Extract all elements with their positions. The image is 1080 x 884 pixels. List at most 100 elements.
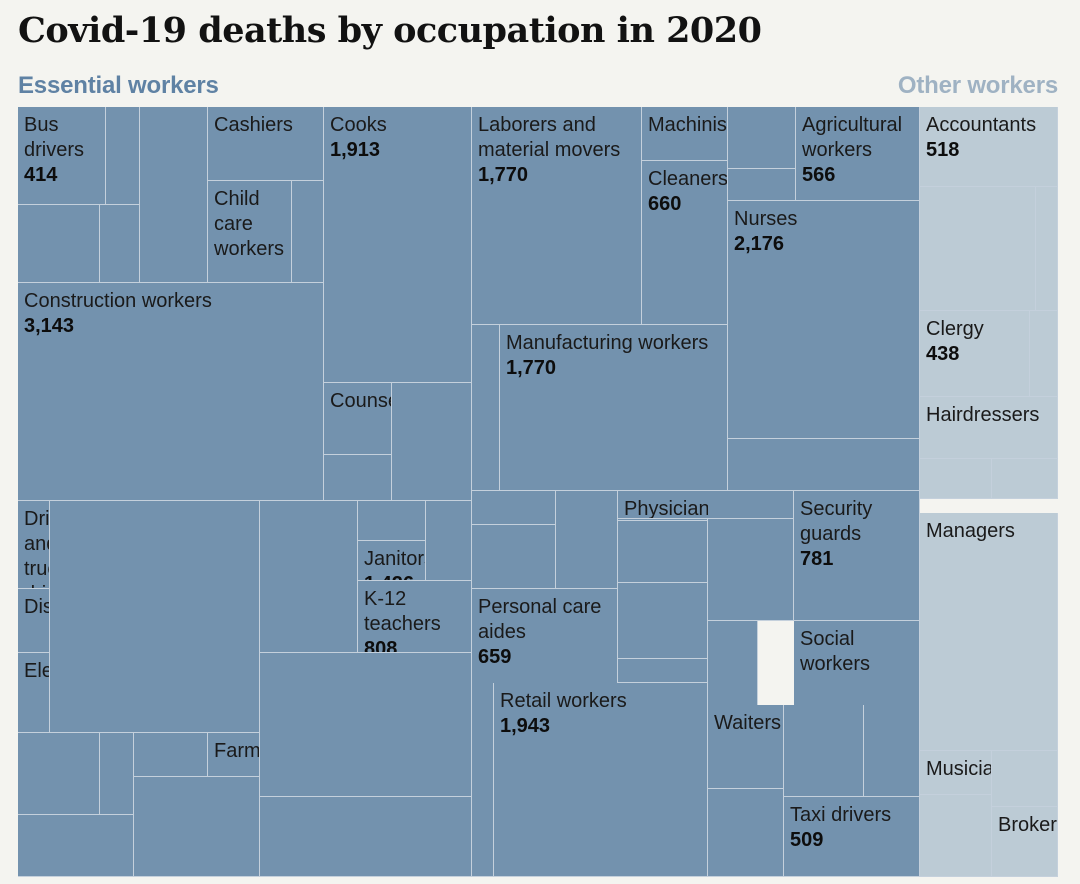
treemap: Bus drivers 414 Cashiers Child care workers… [18, 107, 1058, 877]
tile-unlabeled [140, 107, 208, 283]
tile-unlabeled [292, 181, 324, 283]
tile-brokers: Brokers [992, 807, 1058, 877]
tile-nurses: Nurses 2,176 [728, 201, 920, 439]
tile-label: Cleaners 660 [648, 168, 728, 215]
tile-unlabeled [556, 491, 618, 589]
tile-unlabeled [50, 501, 260, 733]
tile-cashiers: Cashiers [208, 107, 324, 181]
tile-bus-drivers: Bus drivers 414 [18, 107, 106, 205]
tile-electricians: Electricians [18, 653, 50, 733]
tile-musicians: Musicians [920, 751, 992, 795]
tile-clergy: Clergy 438 [920, 311, 1030, 397]
tile-unlabeled [784, 705, 864, 797]
tile-value: 518 [926, 139, 960, 161]
tile-cleaners: Cleaners 660 [642, 161, 728, 325]
tile-construction-workers: Construction workers 3,143 [18, 283, 324, 501]
tile-unlabeled [920, 187, 1036, 311]
tile-unlabeled [708, 789, 784, 877]
tile-unlabeled [472, 491, 556, 525]
tile-unlabeled [618, 583, 708, 659]
tile-unlabeled [728, 107, 796, 169]
tile-unlabeled [992, 751, 1058, 807]
tile-value: 1,770 [506, 357, 557, 379]
tile-unlabeled [134, 777, 260, 877]
tile-label: Musicians [926, 758, 991, 780]
tile-value: 781 [800, 548, 834, 570]
tile-label: Physicians [624, 498, 720, 519]
tile-label: Waiters [714, 712, 782, 734]
tile-unlabeled [920, 795, 992, 877]
tile-label: Janitors1,426 [364, 547, 425, 580]
tile-value: 438 [926, 343, 960, 365]
tile-unlabeled [708, 491, 794, 519]
tile-label: Social workers [800, 628, 871, 675]
tile-unlabeled [100, 733, 134, 815]
legend-other-workers: Other workers [897, 72, 1058, 99]
tile-unlabeled [472, 325, 500, 491]
tile-cooks: Cooks 1,913 [324, 107, 472, 383]
tile-agricultural-workers: Agricultural workers 566 [796, 107, 920, 201]
tile-child-care-workers: Child care workers [208, 181, 292, 283]
tile-unlabeled [472, 525, 556, 589]
tile-label: Cooks 1,913 [330, 113, 469, 163]
tile-label: Clergy 438 [926, 317, 1027, 367]
tile-label: Bus drivers 414 [24, 113, 103, 188]
tile-label: Retail workers 1,943 [500, 689, 705, 739]
tile-unlabeled [260, 797, 472, 877]
tile-waiters: Waiters [708, 705, 784, 789]
tile-retail-workers: Retail workers 1,943 [494, 683, 708, 877]
tile-label: Taxi drivers 509 [790, 803, 917, 853]
tile-unlabeled [708, 621, 758, 707]
tile-dishwashers: Dishwashers [18, 589, 50, 653]
tile-label: Machinists [648, 114, 727, 136]
tile-value: 1,943 [500, 715, 551, 737]
tile-unlabeled [920, 459, 992, 499]
tile-unlabeled [392, 383, 472, 501]
legend-essential-workers: Essential workers [18, 72, 219, 99]
tile-label: Dishwashers [24, 596, 49, 618]
tile-unlabeled [18, 815, 134, 877]
tile-value: 660 [648, 193, 682, 215]
tile-unlabeled [260, 653, 472, 797]
tile-machinists: Machinists [642, 107, 728, 161]
tile-label: Farmers [214, 740, 260, 762]
tile-social-workers: Social workers [794, 621, 920, 707]
tile-value: 1,913 [330, 139, 381, 161]
tile-unlabeled [324, 455, 392, 501]
tile-unlabeled [728, 439, 920, 491]
tile-label: Managers [926, 520, 1015, 542]
tile-unlabeled [1030, 311, 1058, 397]
chart-title: Covid-19 deaths by occupation in 2020 [18, 10, 762, 51]
tile-unlabeled [260, 501, 358, 653]
tile-unlabeled [426, 501, 472, 581]
tile-value: 414 [24, 164, 58, 186]
tile-security-guards: Security guards 781 [794, 491, 920, 621]
tile-value: 509 [790, 829, 824, 851]
tile-counselors: Counselors [324, 383, 392, 455]
tile-label: Personal care aides 659 [478, 595, 615, 670]
tile-laborers-and-material-movers: Laborers and material movers 1,770 [472, 107, 642, 325]
tile-value: 2,176 [734, 233, 785, 255]
tile-unlabeled [18, 205, 100, 283]
tile-unlabeled [864, 705, 920, 797]
tile-label: Counselors [330, 390, 391, 412]
tile-unlabeled [728, 169, 796, 201]
tile-label: Child care workers [214, 188, 285, 260]
tile-label: Drivers and truck drivers2,299 [24, 508, 50, 588]
tile-unlabeled [618, 521, 708, 583]
tile-unlabeled [134, 733, 208, 777]
tile-label: K-12 teachers 808 [364, 587, 469, 652]
tile-label: Security guards 781 [800, 497, 917, 572]
tile-label: Construction workers 3,143 [24, 289, 321, 339]
tile-value: 659 [478, 646, 512, 668]
tile-unlabeled [100, 205, 140, 283]
tile-accountants: Accountants 518 [920, 107, 1058, 187]
tile-unlabeled [358, 501, 426, 541]
tile-label: Nurses 2,176 [734, 207, 917, 257]
tile-k-12-teachers: K-12 teachers 808 [358, 581, 472, 653]
tile-label: Laborers and material movers 1,770 [478, 113, 639, 188]
tile-value: 3,143 [24, 315, 75, 337]
tile-value: 566 [802, 164, 836, 186]
tile-hairdressers: Hairdressers [920, 397, 1058, 459]
tile-unlabeled [618, 659, 708, 683]
